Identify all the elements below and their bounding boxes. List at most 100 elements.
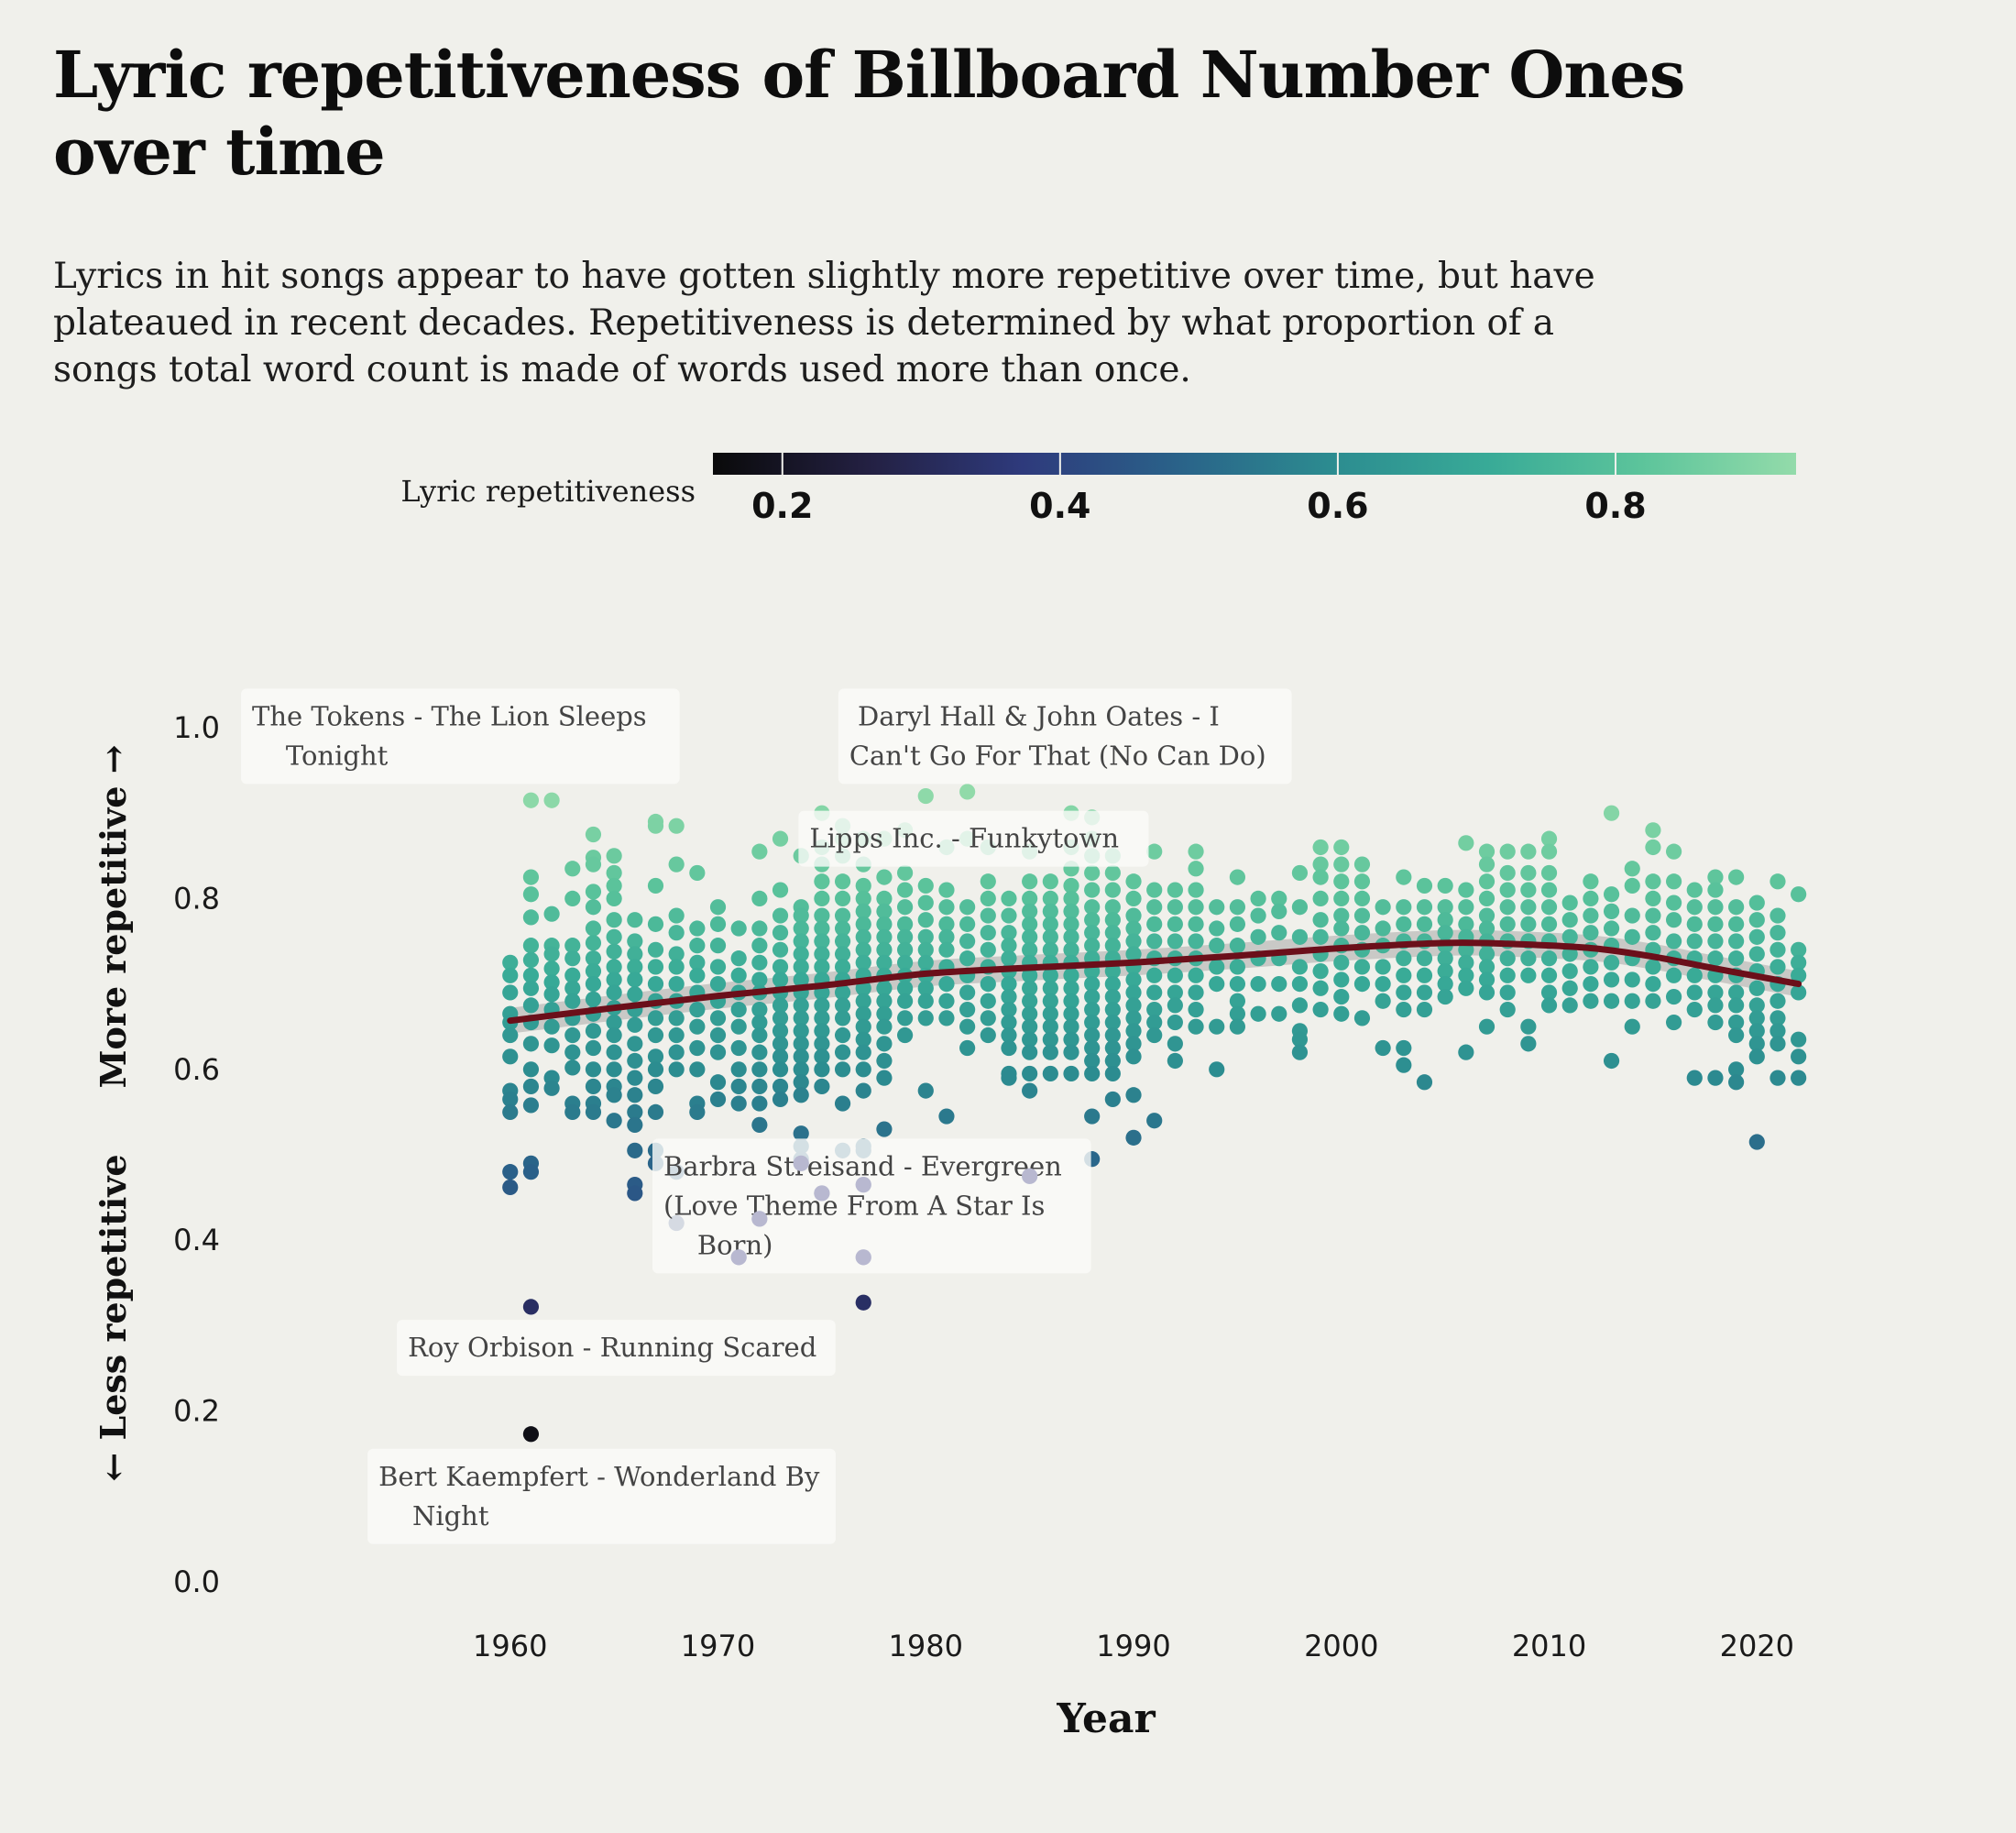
scatter-point xyxy=(980,907,996,924)
scatter-point xyxy=(1665,873,1682,890)
scatter-point xyxy=(1146,1014,1163,1031)
scatter-point xyxy=(938,916,955,932)
scatter-point xyxy=(1686,882,1703,898)
scatter-point xyxy=(793,959,809,975)
scatter-point xyxy=(1188,843,1204,860)
x-tick-label: 2020 xyxy=(1720,1629,1794,1663)
scatter-point xyxy=(814,946,830,962)
scatter-point xyxy=(1229,938,1246,954)
scatter-point xyxy=(1146,984,1163,1001)
scatter-point xyxy=(1146,933,1163,949)
scatter-point xyxy=(1437,899,1453,916)
scatter-point xyxy=(876,1070,893,1086)
annotation-box xyxy=(798,810,1149,867)
scatter-point xyxy=(1665,967,1682,983)
scatter-point xyxy=(1042,873,1058,890)
scatter-point xyxy=(1707,950,1724,967)
scatter-point xyxy=(959,1039,976,1057)
trend-line xyxy=(507,939,1802,1025)
scatter-point xyxy=(1042,980,1058,996)
y-tick-label: 0.4 xyxy=(173,1223,220,1257)
scatter-point xyxy=(564,993,581,1009)
scatter-point xyxy=(1791,954,1807,971)
scatter-point xyxy=(1084,1065,1101,1082)
scatter-point xyxy=(1645,925,1661,941)
scatter-point xyxy=(1396,1039,1412,1057)
scatter-point xyxy=(772,997,789,1014)
annotation-box xyxy=(367,1448,836,1544)
scatter-point xyxy=(1146,843,1163,860)
scatter-point xyxy=(668,1061,685,1078)
scatter-point xyxy=(1540,830,1558,847)
scatter-point xyxy=(1063,916,1079,932)
scatter-point xyxy=(1333,890,1350,907)
scatter-point xyxy=(1478,856,1496,873)
scatter-point xyxy=(1312,1001,1329,1018)
scatter-point xyxy=(959,950,976,967)
scatter-point xyxy=(1769,1070,1786,1086)
scatter-point xyxy=(1312,890,1329,907)
scatter-point xyxy=(1167,933,1183,949)
scatter-point xyxy=(627,1036,643,1052)
x-tick-label: 1960 xyxy=(473,1629,547,1663)
scatter-point xyxy=(1042,916,1058,932)
scatter-point xyxy=(1209,938,1225,954)
scatter-point xyxy=(876,941,893,958)
scatter-point xyxy=(543,1037,560,1054)
scatter-point xyxy=(1063,1018,1079,1035)
scatter-point xyxy=(543,792,560,808)
scatter-point xyxy=(855,890,871,907)
scatter-point xyxy=(751,1001,768,1018)
scatter-point xyxy=(1188,899,1204,916)
scatter-point xyxy=(730,967,747,983)
scatter-point xyxy=(1167,1014,1183,1031)
scatter-point xyxy=(1561,997,1578,1014)
scatter-point xyxy=(689,1001,706,1018)
scatter-point xyxy=(917,928,934,945)
scatter-point xyxy=(855,1082,871,1099)
scatter-point xyxy=(772,1010,789,1026)
scatter-point xyxy=(1624,1018,1640,1035)
scatter-point xyxy=(1022,941,1038,958)
scatter-point xyxy=(855,903,871,919)
colorbar-tick-label: 0.6 xyxy=(1307,486,1368,526)
scatter-point xyxy=(1022,967,1038,983)
scatter-point xyxy=(1063,1031,1079,1048)
scatter-point xyxy=(751,1044,768,1060)
scatter-point xyxy=(1125,997,1142,1014)
scatter-point xyxy=(627,971,643,988)
scatter-point xyxy=(1104,864,1121,882)
scatter-point xyxy=(1209,976,1225,993)
scatter-point xyxy=(1042,1005,1058,1022)
scatter-point xyxy=(502,1091,519,1108)
scatter-point xyxy=(751,843,768,860)
scatter-point xyxy=(606,912,622,928)
scatter-point xyxy=(1353,976,1371,993)
scatter-point xyxy=(1001,950,1017,967)
scatter-point xyxy=(1022,1082,1038,1099)
annotation: Roy Orbison - Running Scared xyxy=(397,1320,836,1377)
scatter-point xyxy=(1084,1108,1101,1125)
scatter-point xyxy=(709,1074,727,1091)
scatter-point xyxy=(1458,882,1474,898)
scatter-point xyxy=(564,1059,581,1076)
scatter-point xyxy=(1583,959,1599,975)
scatter-point xyxy=(1333,988,1350,1005)
scatter-point xyxy=(855,954,871,971)
annotation-text: Roy Orbison - Running Scared xyxy=(408,1332,816,1363)
scatter-point xyxy=(938,1010,955,1026)
scatter-point xyxy=(1104,1014,1121,1031)
scatter-point xyxy=(814,920,830,937)
scatter-point xyxy=(1353,856,1371,873)
scatter-point xyxy=(1748,1023,1765,1039)
scatter-point xyxy=(876,1005,893,1022)
scatter-point xyxy=(793,1074,809,1091)
scatter-point xyxy=(1416,984,1433,1001)
scatter-point xyxy=(1312,963,1329,980)
scatter-point xyxy=(793,1125,809,1142)
scatter-point xyxy=(772,1078,789,1095)
scatter-point xyxy=(772,941,789,958)
scatter-point xyxy=(1645,890,1661,907)
scatter-point xyxy=(627,1185,643,1202)
scatter-point xyxy=(1250,1005,1266,1022)
